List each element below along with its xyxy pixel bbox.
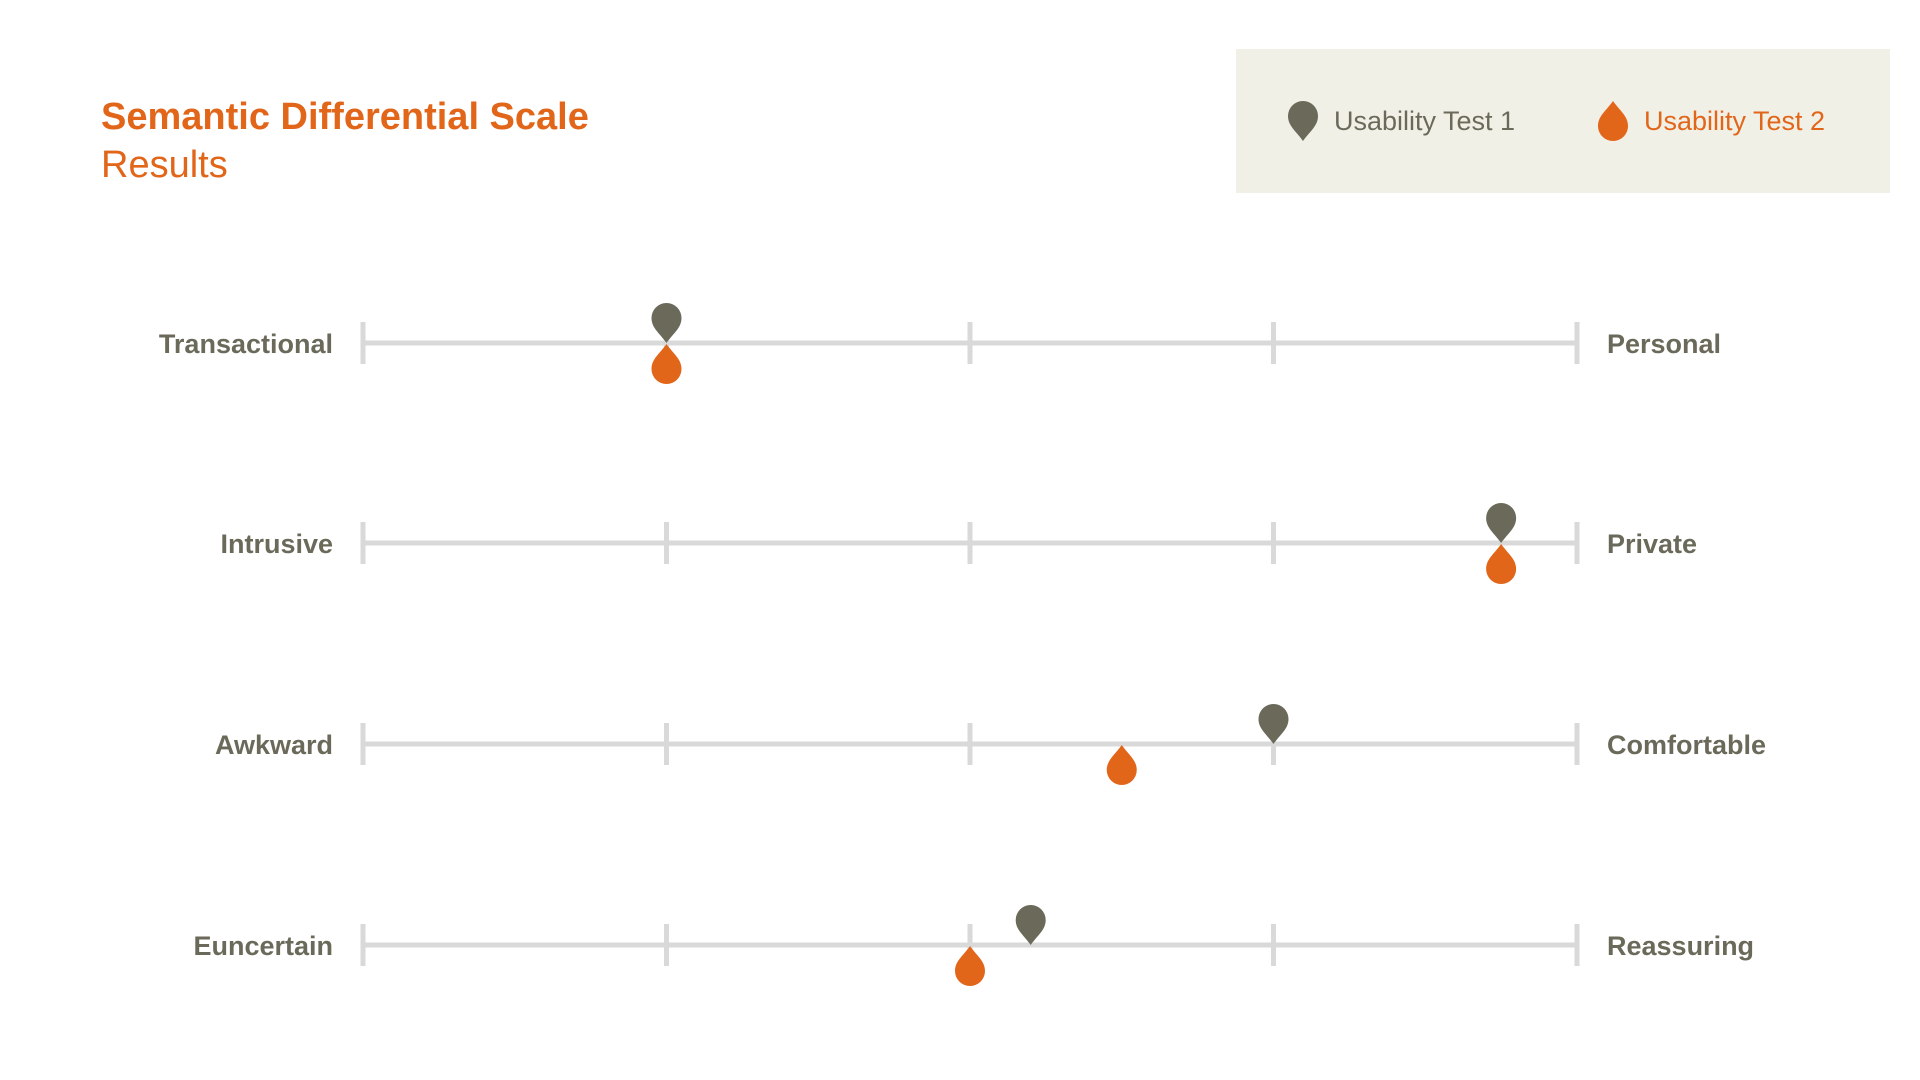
test-1-marker bbox=[1015, 905, 1046, 945]
test-1-marker bbox=[651, 303, 682, 343]
scale-right-label: Private bbox=[1607, 529, 1697, 559]
legend-label-test-1: Usability Test 1 bbox=[1334, 105, 1516, 136]
scale-left-label: Transactional bbox=[159, 329, 333, 359]
map-pin-icon bbox=[1288, 101, 1318, 141]
legend: Usability Test 1 Usability Test 2 bbox=[1236, 49, 1890, 193]
test-1-marker bbox=[1258, 704, 1289, 744]
test-2-marker bbox=[1486, 544, 1517, 584]
chart-title: Semantic Differential Scale bbox=[101, 96, 589, 138]
test-1-marker bbox=[1486, 503, 1517, 543]
scale-right-label: Reassuring bbox=[1607, 931, 1754, 961]
legend-label-test-2: Usability Test 2 bbox=[1644, 105, 1826, 136]
chart-subtitle: Results bbox=[101, 144, 228, 186]
scale-left-label: Euncertain bbox=[193, 931, 333, 961]
legend-item-test-1: Usability Test 1 bbox=[1286, 49, 1515, 193]
title-block: Semantic Differential Scale Results bbox=[101, 92, 589, 188]
test-2-marker bbox=[955, 946, 985, 986]
scale-left-label: Awkward bbox=[215, 730, 333, 760]
scale-left-label: Intrusive bbox=[220, 529, 333, 559]
scale-right-label: Comfortable bbox=[1607, 730, 1766, 760]
test-2-marker bbox=[1106, 745, 1137, 786]
legend-item-test-2: Usability Test 2 bbox=[1596, 49, 1825, 193]
test-2-marker bbox=[651, 344, 682, 384]
scale-right-label: Personal bbox=[1607, 329, 1721, 359]
drop-icon bbox=[1598, 101, 1628, 141]
